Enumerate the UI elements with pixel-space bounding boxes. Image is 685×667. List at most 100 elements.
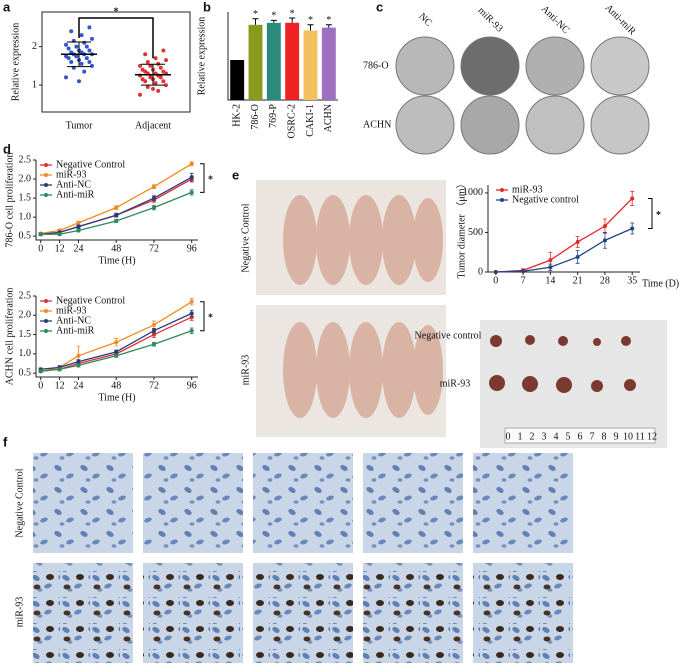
column-label: Anti-miR [603,2,638,37]
point [114,353,119,358]
legend-marker [44,193,48,197]
point [575,239,580,244]
y-tick-label: 1.5 [19,329,32,340]
point [76,363,81,368]
point [79,61,84,66]
axes [487,185,640,273]
plate [590,95,650,155]
error-bar [307,24,314,31]
ruler-label: 3 [542,431,547,442]
y-axis-label: Relative expression [10,23,21,102]
point [151,328,156,333]
point [84,56,89,61]
panel-label: e [232,167,239,182]
panel-label: c [376,0,383,14]
x-tick-label: 24 [73,243,83,254]
point [630,196,635,201]
y-tick-label: 0.5 [19,230,32,241]
point [151,342,156,347]
point [138,92,142,97]
point [38,369,43,374]
legend-label: Negative Control [56,295,125,306]
series-line [40,163,193,235]
series-line [40,176,193,235]
legend-label: Anti-NC [56,315,91,326]
y-tick-label: 1.0 [19,211,32,222]
point [548,258,553,263]
axes [227,12,338,101]
micrograph [473,563,573,663]
y-tick-label: 0.5 [19,367,32,378]
ruler-label: 4 [554,431,559,442]
row-label: Negative control [415,330,482,341]
plate [460,95,520,155]
point [138,63,142,68]
plate [460,36,520,96]
bar [230,60,245,100]
plate [395,95,455,155]
legend-marker [44,183,48,187]
bar [285,22,300,100]
bar [266,22,281,100]
point [114,213,119,218]
ruler-label: 12 [647,431,657,442]
y-tick-label: 1 [32,79,37,90]
bracket [200,301,205,332]
point [548,265,553,270]
x-axis-label: Time (D) [642,278,679,289]
micrograph [253,563,353,663]
point [145,60,150,64]
point [90,36,94,41]
series-line [40,330,192,372]
annotation: * [656,210,661,221]
point [76,353,81,358]
point [79,33,84,38]
annotation: * [271,11,276,22]
point [153,56,158,61]
x-tick-label: 769-P [268,104,279,128]
point [151,332,156,337]
point [57,367,62,372]
row-label: Negative Control [14,468,25,537]
y-tick-label: 2 [32,41,37,52]
x-tick-label: CAKI-1 [305,104,316,137]
row-label: 786-O [363,60,389,71]
x-tick-label: 12 [55,380,65,391]
bracket [200,163,205,193]
axes [35,296,198,378]
micrograph [253,453,353,553]
annotation: * [114,6,119,17]
y-tick-label: 0 [478,266,483,277]
row-label: ACHN [363,119,391,130]
point [148,63,153,68]
point [630,226,635,231]
x-tick-label: 35 [627,275,637,286]
point [76,220,81,225]
x-tick-label: HK-2 [231,104,242,127]
point [148,75,153,80]
panel-label: f [3,434,8,449]
plot-frame [41,11,191,113]
x-tick-label: 96 [187,243,197,254]
x-axis-label: Time (H) [98,255,135,266]
point [145,85,150,89]
y-tick-label: 2.0 [19,310,32,321]
point [143,52,148,57]
micrograph [363,563,463,663]
ruler-label: 7 [590,431,595,442]
ruler-label: 5 [566,431,571,442]
bracket [78,17,154,59]
point [161,48,166,53]
x-tick-label: ACHN [323,104,334,132]
x-tick-label: 48 [111,380,121,391]
y-axis-label: Relative expression [196,17,207,96]
sd-bar [67,41,91,68]
point [76,228,81,233]
y-axis-label: 786-O cell proliferation [4,153,15,248]
point [87,48,92,53]
annotation: * [326,15,331,26]
point [114,205,119,210]
point [151,205,156,210]
plate [395,36,455,96]
point [82,40,87,45]
